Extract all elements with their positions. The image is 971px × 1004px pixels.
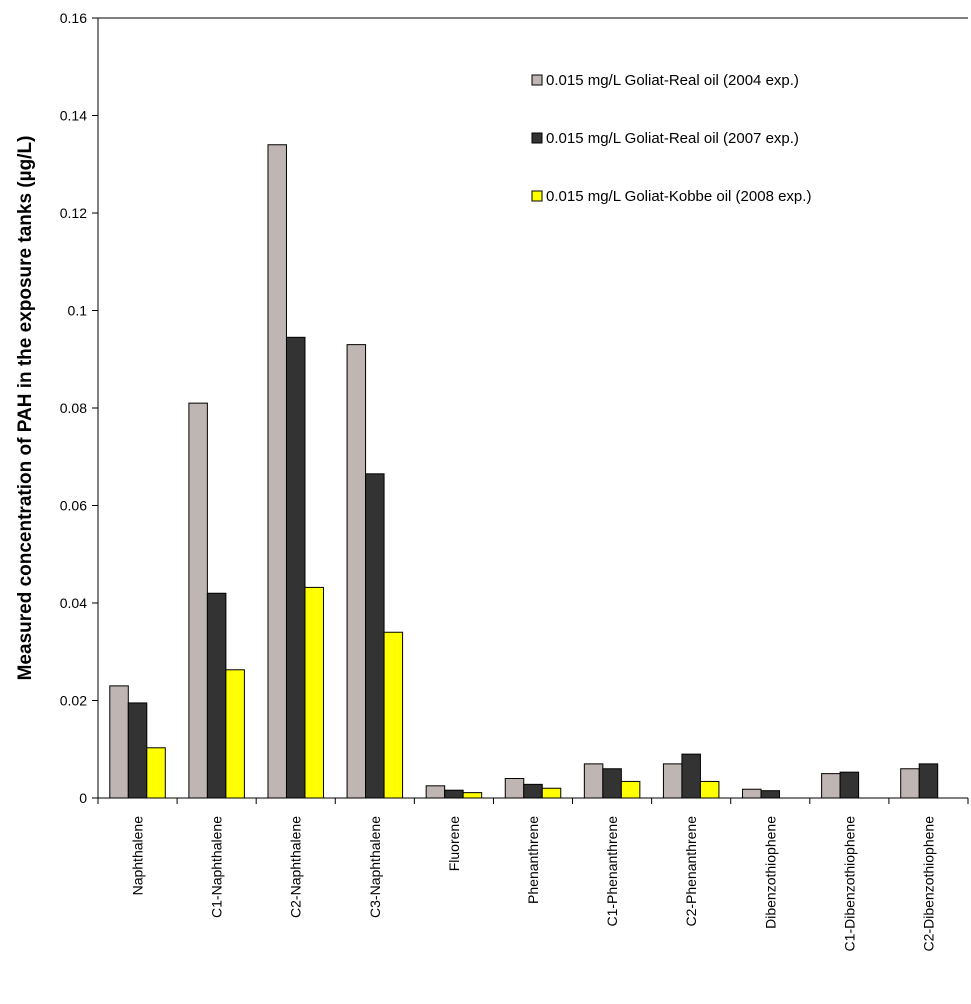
bar-series-3-fluorene: [462, 792, 483, 799]
x-category-label: C1-Dibenzothiophene: [841, 816, 857, 952]
bar-series-2-c1-naphthalene: [206, 592, 227, 799]
y-tick-label: 0: [79, 790, 87, 806]
y-tick-label: 0.08: [60, 400, 87, 416]
x-category-label: Phenanthrene: [525, 816, 541, 904]
x-category-label: Fluorene: [446, 816, 462, 871]
y-tick-label: 0.16: [60, 10, 87, 26]
y-tick-label: 0.02: [60, 693, 87, 709]
y-tick-label: 0.04: [60, 595, 87, 611]
bars-group: [109, 144, 939, 799]
bar-series-1-naphthalene: [109, 685, 129, 799]
bar-series-1-c1-phenanthrene: [583, 763, 604, 799]
bar-series-3-c2-phenanthrene: [699, 780, 720, 799]
legend-label-3: 0.015 mg/L Goliat-Kobbe oil (2008 exp.): [546, 188, 811, 205]
x-category-label: C1-Naphthalene: [209, 816, 225, 918]
bar-series-1-phenanthrene: [504, 778, 525, 799]
legend-swatch-2: [531, 132, 543, 144]
bar-series-3-naphthalene: [146, 747, 166, 799]
bar-series-2-fluorene: [444, 789, 464, 799]
x-axis-labels: Naphthalene C1-Naphthalene C2-Naphthalene C…: [130, 816, 937, 952]
y-tick-label: 0.06: [60, 498, 87, 514]
x-category-label: C2-Naphthalene: [288, 816, 304, 918]
y-axis-ticks: 0 0.02 0.04 0.06 0.08 0.1 0.12 0.14 0.16: [60, 10, 98, 806]
x-category-label: Dibenzothiophene: [762, 816, 778, 929]
bar-series-3-c1-naphthalene: [225, 669, 245, 799]
bar-series-1-c2-phenanthrene: [662, 763, 683, 799]
legend-label-1: 0.015 mg/L Goliat-Real oil (2004 exp.): [546, 72, 799, 89]
bar-series-2-naphthalene: [127, 702, 148, 799]
bar-series-1-c2-dibenzothiophene: [900, 768, 920, 799]
bar-series-3-phenanthrene: [541, 787, 562, 799]
x-category-label: Naphthalene: [130, 816, 146, 896]
y-tick-label: 0.1: [68, 303, 88, 319]
bar-series-1-c2-naphthalene: [267, 144, 287, 799]
bar-series-1-c1-naphthalene: [188, 402, 208, 799]
legend-swatch-3: [531, 190, 543, 202]
bar-series-1-fluorene: [425, 785, 446, 799]
bar-series-2-c1-dibenzothiophene: [839, 771, 860, 799]
bar-series-2-c2-phenanthrene: [681, 753, 701, 799]
bar-series-2-c2-naphthalene: [285, 336, 306, 799]
bar-series-2-c3-naphthalene: [365, 473, 385, 799]
bar-series-3-c3-naphthalene: [383, 631, 404, 799]
x-category-label: C2-Dibenzothiophene: [920, 816, 936, 952]
bar-series-3-c1-phenanthrene: [620, 780, 641, 799]
x-category-label: C1-Phenanthrene: [604, 816, 620, 927]
y-axis-title: Measured concentration of PAH in the exp…: [15, 136, 36, 681]
x-category-label: C2-Phenanthrene: [683, 816, 699, 927]
y-tick-label: 0.14: [60, 108, 87, 124]
y-tick-label: 0.12: [60, 205, 87, 221]
bar-series-3-c2-naphthalene: [304, 586, 324, 799]
x-category-label: C3-Naphthalene: [367, 816, 383, 918]
bar-series-1-c1-dibenzothiophene: [821, 773, 841, 799]
bar-series-1-c3-naphthalene: [346, 344, 367, 799]
bar-series-2-c2-dibenzothiophene: [918, 763, 939, 799]
legend-swatch-1: [531, 74, 543, 86]
bar-series-2-phenanthrene: [523, 783, 543, 799]
bar-series-1-dibenzothiophene: [742, 788, 762, 799]
legend: 0.015 mg/L Goliat-Real oil (2004 exp.) 0.…: [531, 72, 811, 205]
bar-series-2-dibenzothiophene: [760, 790, 781, 799]
bar-series-2-c1-phenanthrene: [602, 768, 622, 799]
legend-label-2: 0.015 mg/L Goliat-Real oil (2007 exp.): [546, 130, 799, 147]
